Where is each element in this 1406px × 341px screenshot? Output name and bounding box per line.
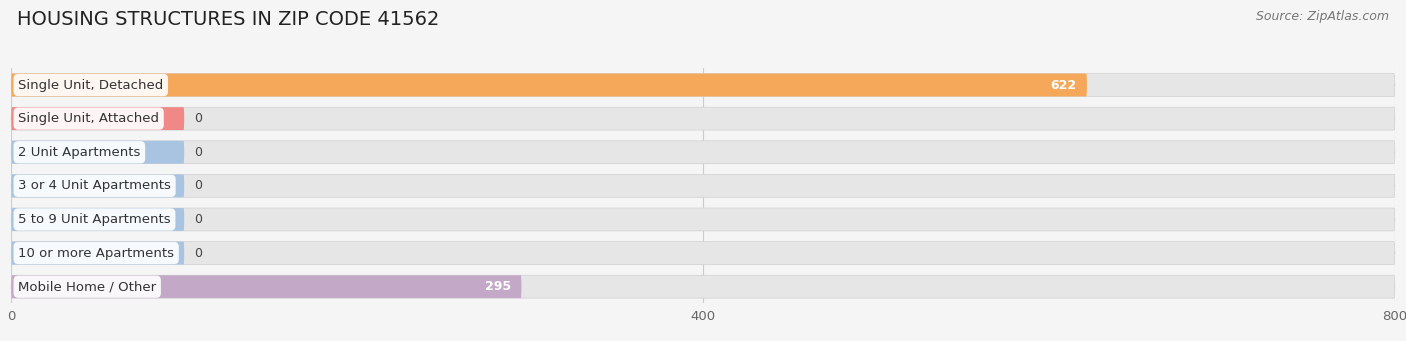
FancyBboxPatch shape — [11, 208, 1395, 231]
FancyBboxPatch shape — [11, 107, 1395, 130]
FancyBboxPatch shape — [11, 74, 1087, 97]
FancyBboxPatch shape — [11, 174, 184, 197]
FancyBboxPatch shape — [11, 242, 184, 265]
Text: 2 Unit Apartments: 2 Unit Apartments — [18, 146, 141, 159]
Text: 0: 0 — [194, 179, 202, 192]
Text: 10 or more Apartments: 10 or more Apartments — [18, 247, 174, 260]
Text: 5 to 9 Unit Apartments: 5 to 9 Unit Apartments — [18, 213, 170, 226]
Text: 0: 0 — [194, 213, 202, 226]
Text: Mobile Home / Other: Mobile Home / Other — [18, 280, 156, 293]
Text: 295: 295 — [485, 280, 510, 293]
FancyBboxPatch shape — [11, 141, 1395, 164]
FancyBboxPatch shape — [11, 275, 1395, 298]
Text: 622: 622 — [1050, 78, 1077, 91]
Text: 0: 0 — [194, 247, 202, 260]
FancyBboxPatch shape — [11, 74, 1395, 97]
Text: 0: 0 — [194, 146, 202, 159]
Text: 0: 0 — [194, 112, 202, 125]
FancyBboxPatch shape — [11, 208, 184, 231]
FancyBboxPatch shape — [11, 242, 1395, 265]
FancyBboxPatch shape — [11, 275, 522, 298]
Text: Single Unit, Attached: Single Unit, Attached — [18, 112, 159, 125]
Text: 3 or 4 Unit Apartments: 3 or 4 Unit Apartments — [18, 179, 172, 192]
FancyBboxPatch shape — [11, 141, 184, 164]
FancyBboxPatch shape — [11, 107, 184, 130]
FancyBboxPatch shape — [11, 174, 1395, 197]
Text: Single Unit, Detached: Single Unit, Detached — [18, 78, 163, 91]
Text: HOUSING STRUCTURES IN ZIP CODE 41562: HOUSING STRUCTURES IN ZIP CODE 41562 — [17, 10, 439, 29]
Text: Source: ZipAtlas.com: Source: ZipAtlas.com — [1256, 10, 1389, 23]
